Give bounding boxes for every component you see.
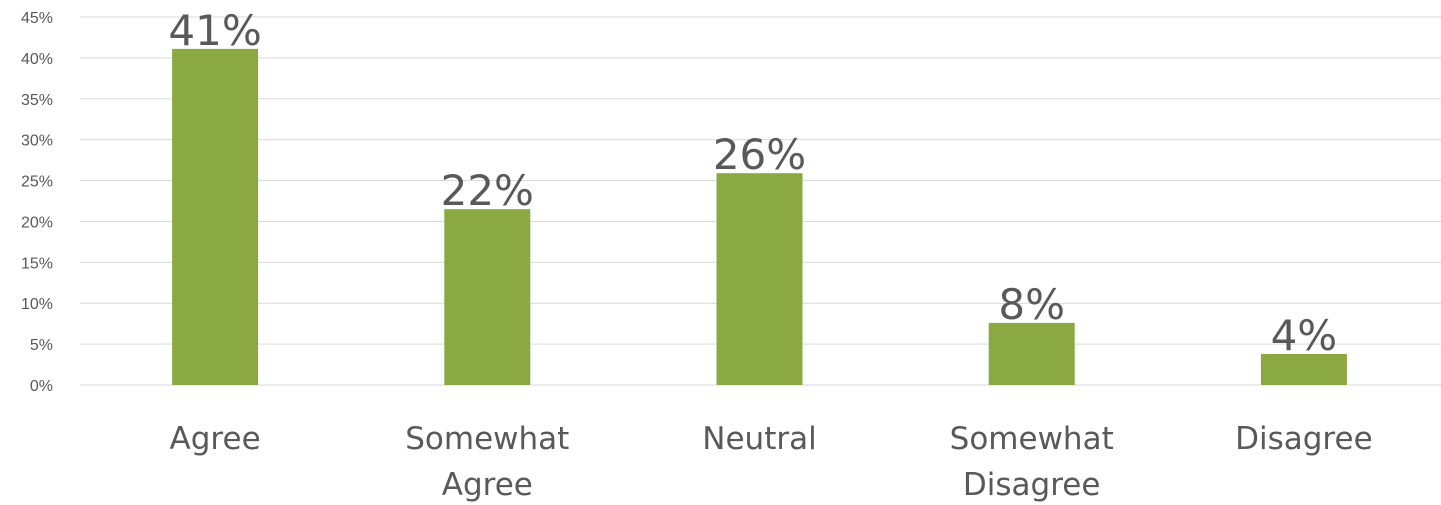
category-label-line: Disagree [963,467,1101,503]
y-tick-label: 0% [30,378,53,395]
bar [988,322,1075,385]
data-label: 8% [998,280,1065,329]
data-labels: 41% 22% 26% 8% 4% [168,6,1337,360]
bar [716,173,803,385]
category-label: Neutral [702,421,816,457]
y-tick-label: 25% [21,174,53,191]
category-label-line: Agree [170,421,261,457]
category-label: Somewhat Agree [405,421,569,503]
category-label: Agree [170,421,261,457]
category-label-line: Disagree [1235,421,1373,457]
bar [444,209,531,385]
y-axis-tick-labels: 0% 5% 10% 15% 20% 25% 30% 35% 40% 45% [21,10,53,395]
y-tick-label: 20% [21,214,53,231]
data-label: 26% [713,130,806,179]
data-label: 41% [168,6,261,55]
y-tick-label: 15% [21,255,53,272]
bar [1260,353,1347,385]
category-label-line: Somewhat [405,421,569,457]
x-axis-category-labels: Agree Somewhat Agree Neutral Somewhat Disagre… [170,421,1373,503]
y-tick-label: 5% [30,337,53,354]
y-tick-label: 10% [21,296,53,313]
bar [172,48,259,385]
y-tick-label: 45% [21,10,53,27]
bars [172,48,1347,385]
y-tick-label: 30% [21,133,53,150]
category-label-line: Agree [442,467,533,503]
data-label: 4% [1271,311,1338,360]
category-label: Disagree [1235,421,1373,457]
category-label-line: Neutral [702,421,816,457]
data-label: 22% [441,166,534,215]
y-tick-label: 35% [21,92,53,109]
y-tick-label: 40% [21,51,53,68]
category-label-line: Somewhat [950,421,1114,457]
category-label: Somewhat Disagree [950,421,1114,503]
